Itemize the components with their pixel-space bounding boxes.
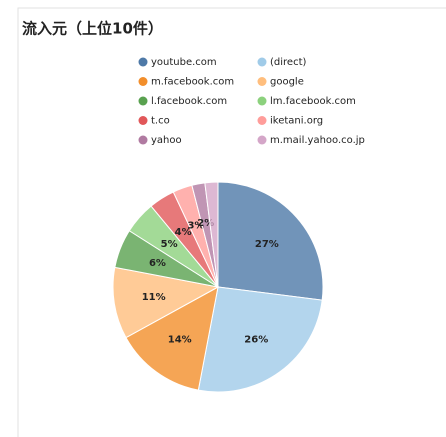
legend-label: m.mail.yahoo.co.jp (270, 135, 365, 146)
slice-label: 11% (142, 292, 166, 303)
slice-label: 6% (149, 258, 166, 269)
slice-label: 5% (161, 239, 178, 250)
legend-label: lm.facebook.com (270, 96, 356, 107)
slice-label: 27% (255, 239, 279, 250)
legend-label: m.facebook.com (151, 77, 234, 88)
pie-slice (217, 181, 324, 301)
legend-swatch (138, 77, 148, 86)
pie-slice (112, 266, 220, 339)
legend-label: youtube.com (151, 57, 217, 68)
legend-label: l.facebook.com (151, 96, 227, 107)
legend-swatch (138, 57, 148, 67)
legend-swatch (257, 135, 267, 145)
legend-swatch (257, 116, 267, 125)
pie-slice (197, 286, 323, 393)
legend-swatch (138, 135, 148, 145)
legend-swatch (257, 57, 267, 67)
slice-label: 14% (168, 335, 192, 346)
slice-label: 3% (187, 221, 204, 232)
chart-title: 流入元（上位10件） (22, 20, 163, 38)
slice-label: 26% (244, 335, 268, 346)
pie-slice (204, 181, 219, 288)
legend-swatch (257, 96, 267, 106)
pie-slice (125, 286, 219, 391)
legend-label: iketani.org (270, 116, 323, 127)
legend-label: google (270, 77, 304, 88)
legend-label: (direct) (270, 57, 306, 68)
legend-label: yahoo (151, 135, 182, 146)
slice-label: 2% (197, 218, 214, 229)
legend-label: t.co (151, 116, 170, 127)
slice-label: 4% (175, 227, 192, 238)
legend-swatch (257, 77, 267, 86)
legend-swatch (138, 116, 148, 125)
legend-swatch (138, 96, 148, 106)
